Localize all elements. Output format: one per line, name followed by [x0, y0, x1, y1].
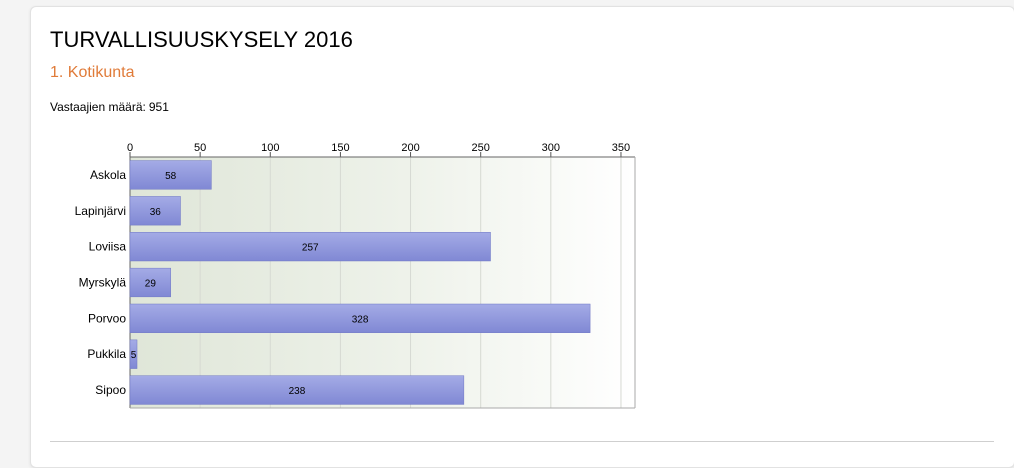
x-tick-label: 50 [194, 142, 206, 154]
x-tick-label: 300 [542, 142, 560, 154]
plot-area [130, 157, 635, 408]
bar [129, 375, 465, 405]
category-label: Porvoo [88, 311, 126, 325]
data-label: 238 [289, 386, 306, 397]
category-label: Myrskylä [79, 276, 127, 290]
bar [129, 303, 591, 333]
bar [129, 160, 212, 190]
data-label: 29 [145, 279, 157, 290]
x-tick-label: 200 [401, 142, 419, 154]
bar [129, 232, 491, 262]
category-label: Loviisa [89, 240, 127, 254]
respondent-count-value: 951 [148, 100, 169, 114]
x-tick-label: 100 [261, 142, 279, 154]
bar [129, 339, 138, 369]
category-label: Sipoo [95, 383, 126, 397]
data-label: 36 [150, 207, 162, 218]
data-label: 328 [352, 314, 369, 325]
x-tick-label: 150 [331, 142, 349, 154]
respondent-count: Vastaajien määrä: 951 [50, 100, 169, 114]
respondent-count-label: Vastaajien määrä: [50, 100, 146, 114]
section-divider [50, 441, 994, 442]
data-label: 5 [131, 350, 137, 361]
category-label: Lapinjärvi [75, 204, 126, 218]
data-label: 58 [165, 171, 177, 182]
category-label: Askola [90, 168, 126, 182]
data-label: 257 [302, 243, 319, 254]
question-heading: 1. Kotikunta [50, 64, 135, 81]
category-label: Pukkila [87, 347, 126, 361]
bar-chart: 0 50 100 150 200 250 300 350 Askola 58 Lapinjärvi 3… [75, 142, 636, 409]
x-tick-label: 250 [472, 142, 490, 154]
bar [129, 267, 171, 298]
bar [129, 196, 181, 226]
x-tick-label: 0 [127, 142, 133, 154]
page-title: TURVALLISUUSKYSELY 2016 [50, 27, 353, 52]
x-tick-label: 350 [612, 142, 630, 154]
